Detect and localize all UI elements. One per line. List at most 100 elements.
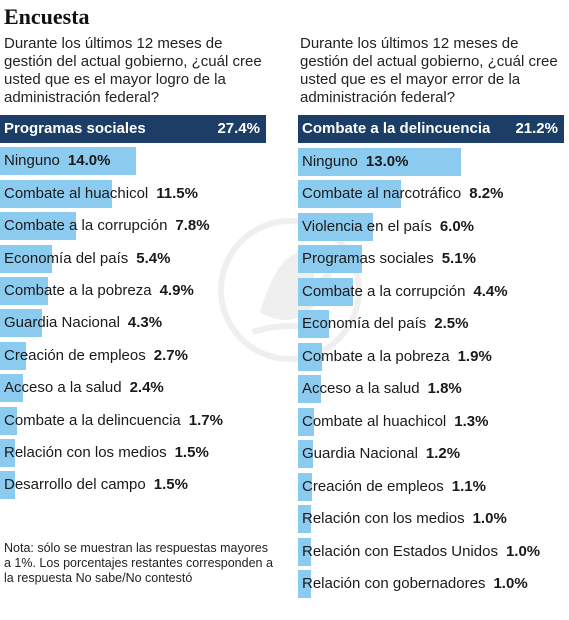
bar-label: Relación con gobernadores 1.0% [302, 570, 528, 598]
bar-row: Combate a la delincuencia 1.7% [0, 407, 266, 435]
bar [0, 342, 27, 370]
question-error: Durante los últimos 12 meses de gestión … [300, 35, 558, 106]
bar-label: Guardia Nacional 1.2% [302, 440, 460, 468]
bar-label: Programas sociales 27.4% [4, 115, 260, 143]
value-label: 1.5% [153, 476, 188, 493]
bar-label: Combate a la pobreza 1.9% [302, 343, 492, 371]
bar-row: Desarrollo del campo 1.5% [0, 471, 266, 499]
bar [298, 408, 315, 436]
bar [0, 245, 53, 273]
bar [298, 538, 311, 566]
category-label: Combate a la pobreza [302, 348, 450, 365]
value-label: 1.8% [427, 380, 462, 397]
bar-row: Combate a la delincuencia 21.2% [298, 115, 564, 143]
bar-label: Desarrollo del campo 1.5% [4, 471, 188, 499]
bar [0, 407, 17, 435]
bar-label: Programas sociales 5.1% [302, 245, 476, 273]
bar-row: Relación con Estados Unidos 1.0% [298, 538, 564, 566]
category-label: Acceso a la salud [4, 379, 122, 396]
category-label: Combate a la delincuencia [4, 412, 181, 429]
bar-row: Relación con gobernadores 1.0% [298, 570, 564, 598]
bar-label: Combate a la delincuencia 1.7% [4, 407, 223, 435]
bar [298, 115, 564, 143]
bar-label: Combate al huachicol 11.5% [4, 180, 198, 208]
value-label: 4.3% [127, 314, 163, 331]
bar-row: Creación de empleos 2.7% [0, 342, 266, 370]
category-label: Relación con gobernadores [302, 575, 486, 592]
bar-row: Relación con los medios 1.5% [0, 439, 266, 467]
value-label: 1.2% [425, 445, 461, 462]
page-title: Encuesta [4, 4, 90, 29]
value-label: 1.3% [454, 413, 489, 430]
bar [298, 440, 314, 468]
value-label: 13.0% [365, 153, 409, 170]
bar-row: Combate a la corrupción 7.8% [0, 212, 266, 240]
bar-label: Violencia en el país 6.0% [302, 213, 474, 241]
value-label: 4.9% [159, 282, 194, 299]
category-label: Combate al huachicol [4, 185, 149, 202]
value-label: 7.8% [175, 217, 210, 234]
bar [298, 310, 330, 338]
category-label: Acceso a la salud [302, 380, 420, 397]
bar [298, 473, 312, 501]
bar [298, 213, 374, 241]
category-label: Combate a la pobreza [4, 282, 152, 299]
bar [298, 505, 311, 533]
value-label: 1.7% [188, 412, 223, 429]
bar-label: Relación con los medios 1.0% [302, 505, 507, 533]
bar-label: Acceso a la salud 1.8% [302, 375, 462, 403]
value-label: 2.5% [434, 315, 469, 332]
bar [298, 570, 311, 598]
category-label: Relación con los medios [302, 510, 465, 527]
category-label: Combate al huachicol [302, 413, 447, 430]
bar-row: Combate al huachicol 1.3% [298, 408, 564, 436]
bar [298, 245, 362, 273]
question-logro: Durante los últimos 12 meses de gestión … [4, 35, 262, 106]
bar-row: Guardia Nacional 4.3% [0, 309, 266, 337]
value-label: 14.0% [67, 152, 111, 169]
bar-row: Economía del país 5.4% [0, 245, 266, 273]
bar-row: Acceso a la salud 1.8% [298, 375, 564, 403]
category-label: Ninguno [302, 153, 358, 170]
value-label: 1.0% [472, 510, 507, 527]
category-label: Economía del país [302, 315, 427, 332]
bar [298, 375, 321, 403]
bar [298, 343, 322, 371]
bar [0, 277, 48, 305]
value-label: 11.5% [156, 185, 198, 202]
category-label: Combate a la corrupción [4, 217, 168, 234]
value-label: 1.0% [493, 575, 528, 592]
bar [298, 180, 401, 208]
bar-label: Combate a la delincuencia 21.2% [302, 115, 558, 143]
category-label: Desarrollo del campo [4, 476, 146, 493]
bar [0, 180, 112, 208]
category-label: Economía del país [4, 250, 129, 267]
category-label: Ninguno [4, 152, 60, 169]
bar [0, 115, 266, 143]
value-label: 21.2% [515, 120, 558, 137]
bar-label: Creación de empleos 1.1% [302, 473, 486, 501]
value-label: 5.1% [441, 250, 476, 267]
bar-row: Relación con los medios 1.0% [298, 505, 564, 533]
bar-label: Economía del país 2.5% [302, 310, 468, 338]
category-label: Programas sociales [4, 120, 146, 137]
bar-label: Ninguno 13.0% [302, 148, 408, 176]
category-label: Combate a la delincuencia [302, 120, 491, 137]
bar [0, 471, 15, 499]
bar-label: Creación de empleos 2.7% [4, 342, 188, 370]
bar-row: Ninguno 14.0% [0, 147, 266, 175]
category-label: Creación de empleos [4, 347, 146, 364]
category-label: Creación de empleos [302, 478, 444, 495]
bar-row: Programas sociales 27.4% [0, 115, 266, 143]
bar [0, 212, 76, 240]
bar [298, 148, 462, 176]
category-label: Programas sociales [302, 250, 434, 267]
value-label: 5.4% [136, 250, 171, 267]
category-label: Guardia Nacional [302, 445, 418, 462]
bar-label: Guardia Nacional 4.3% [4, 309, 162, 337]
value-label: 8.2% [469, 185, 504, 202]
category-label: Relación con los medios [4, 444, 167, 461]
bar-row: Combate al narcotráfico 8.2% [298, 180, 564, 208]
value-label: 1.1% [451, 478, 486, 495]
bar-row: Creación de empleos 1.1% [298, 473, 564, 501]
